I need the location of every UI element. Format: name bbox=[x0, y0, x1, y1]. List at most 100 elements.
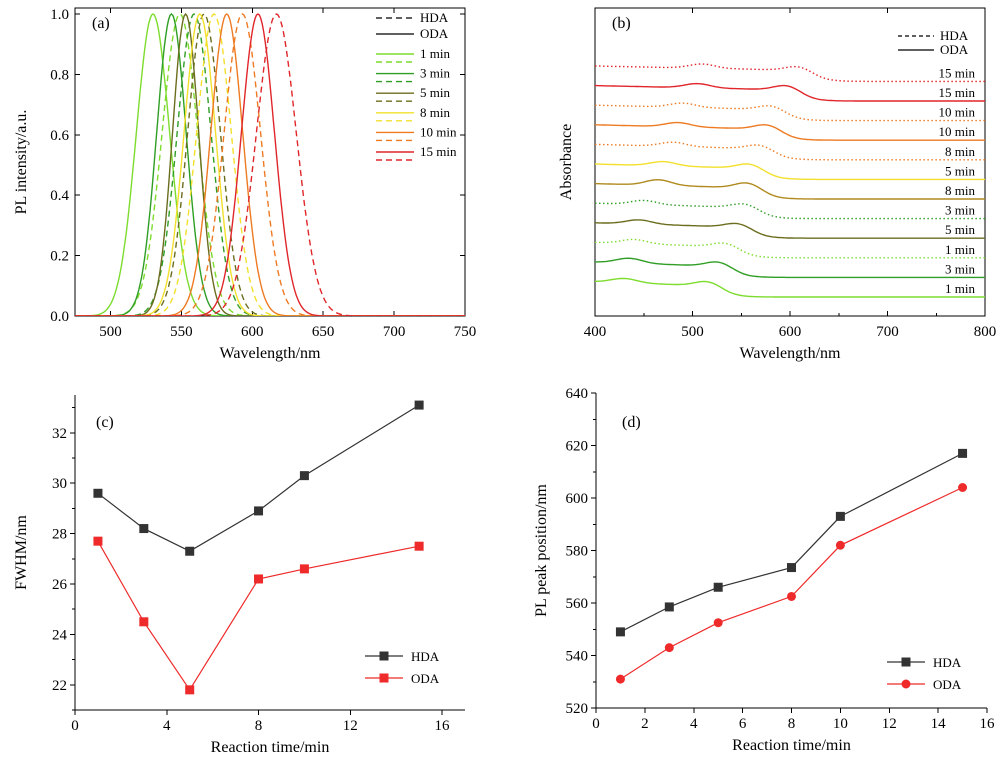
spectrum-line bbox=[594, 178, 985, 200]
x-tick-label: 550 bbox=[170, 324, 193, 340]
spectrum-label: 15 min bbox=[939, 85, 976, 100]
data-point bbox=[958, 483, 968, 492]
data-point bbox=[835, 511, 845, 521]
data-point bbox=[93, 488, 103, 498]
spectrum-line bbox=[595, 121, 985, 141]
series-line bbox=[75, 13, 465, 316]
spectrum-line bbox=[595, 82, 985, 102]
spectrum-line bbox=[595, 277, 985, 298]
spectrum-label: 3 min bbox=[945, 261, 975, 276]
legend-label: 1 min bbox=[420, 46, 450, 61]
y-tick-label: 520 bbox=[566, 701, 589, 717]
y-tick-label: 32 bbox=[52, 426, 67, 442]
legend-marker bbox=[901, 679, 911, 689]
x-tick-label: 8 bbox=[788, 716, 796, 732]
data-point bbox=[713, 618, 723, 628]
data-point bbox=[254, 574, 264, 584]
panel-label: (d) bbox=[622, 414, 641, 431]
legend-label: ODA bbox=[420, 26, 449, 41]
spectrum-label: 1 min bbox=[945, 242, 975, 257]
data-point bbox=[713, 582, 723, 592]
data-point bbox=[787, 563, 796, 573]
data-point bbox=[299, 471, 309, 481]
data-point bbox=[185, 685, 195, 695]
x-tick-label: 750 bbox=[454, 324, 477, 340]
x-axis-label: Reaction time/min bbox=[732, 737, 851, 754]
y-tick-label: 640 bbox=[566, 386, 589, 402]
data-point bbox=[414, 541, 424, 551]
data-point bbox=[664, 643, 674, 653]
x-tick-label: 16 bbox=[980, 716, 996, 732]
legend-marker bbox=[379, 651, 389, 661]
x-tick-label: 800 bbox=[974, 324, 997, 340]
spectrum-label: 10 min bbox=[939, 105, 976, 120]
y-tick-label: 600 bbox=[566, 491, 589, 507]
spectrum-label: 10 min bbox=[939, 124, 976, 139]
y-tick-label: 24 bbox=[52, 627, 68, 643]
series-line bbox=[75, 13, 465, 316]
series-line bbox=[75, 13, 465, 316]
x-tick-label: 600 bbox=[779, 324, 802, 340]
x-tick-label: 2 bbox=[641, 716, 649, 732]
y-axis-label: PL peak position/nm bbox=[533, 484, 550, 617]
legend-label: 3 min bbox=[420, 66, 450, 81]
legend-label: ODA bbox=[940, 42, 969, 57]
data-point bbox=[958, 448, 968, 458]
data-point bbox=[414, 400, 424, 410]
x-tick-label: 400 bbox=[584, 324, 607, 340]
y-tick-label: 0.8 bbox=[50, 67, 69, 83]
spectrum-line bbox=[595, 141, 985, 161]
x-tick-label: 700 bbox=[876, 324, 899, 340]
x-tick-label: 12 bbox=[343, 718, 358, 734]
spectrum-label: 1 min bbox=[945, 281, 975, 296]
spectrum-label: 15 min bbox=[939, 65, 976, 80]
series-line bbox=[75, 13, 465, 316]
x-tick-label: 600 bbox=[241, 324, 264, 340]
y-tick-label: 0.2 bbox=[50, 249, 69, 265]
legend-label: ODA bbox=[411, 671, 440, 686]
legend-label: HDA bbox=[420, 10, 449, 25]
y-tick-label: 580 bbox=[566, 544, 589, 560]
legend-label: HDA bbox=[940, 28, 969, 43]
data-point bbox=[835, 540, 845, 550]
panel-d: 0 2 4 6 8 10 12 14 16 520 540 560 580 600 620 640 Reacti… bbox=[533, 386, 995, 754]
y-tick-label: 22 bbox=[52, 678, 67, 694]
panel-label: (c) bbox=[96, 414, 114, 431]
x-tick-label: 700 bbox=[383, 324, 406, 340]
data-point bbox=[254, 506, 264, 516]
y-tick-label: 560 bbox=[566, 596, 589, 612]
spectrum-label: 5 min bbox=[945, 163, 975, 178]
panel-label: (a) bbox=[92, 15, 110, 32]
x-tick-label: 10 bbox=[833, 716, 848, 732]
y-tick-label: 1.0 bbox=[50, 7, 69, 23]
y-tick-label: 30 bbox=[52, 476, 67, 492]
legend-marker bbox=[901, 657, 911, 667]
spectrum-label: 3 min bbox=[945, 203, 975, 218]
x-tick-label: 0 bbox=[592, 716, 600, 732]
spectrum-label: 8 min bbox=[945, 183, 975, 198]
spectrum-line bbox=[595, 238, 985, 259]
spectrum-line bbox=[595, 257, 985, 279]
y-tick-label: 0.4 bbox=[50, 188, 69, 204]
data-point bbox=[185, 546, 195, 556]
spectrum-line bbox=[595, 102, 985, 122]
x-axis-label: Reaction time/min bbox=[211, 739, 330, 756]
x-tick-label: 650 bbox=[312, 324, 335, 340]
data-point bbox=[664, 602, 674, 612]
x-tick-label: 4 bbox=[163, 718, 171, 734]
y-tick-label: 0.0 bbox=[50, 309, 69, 325]
data-point bbox=[299, 564, 309, 574]
x-tick-label: 500 bbox=[681, 324, 704, 340]
x-tick-label: 500 bbox=[99, 324, 122, 340]
panel-c: 0 4 8 12 16 22 24 26 28 30 32 Reaction time/min FWHM… bbox=[13, 395, 465, 756]
spectrum-line bbox=[595, 219, 985, 239]
legend-label: 5 min bbox=[420, 85, 450, 100]
x-tick-label: 14 bbox=[931, 716, 947, 732]
y-tick-label: 28 bbox=[52, 527, 67, 543]
y-tick-label: 26 bbox=[52, 577, 68, 593]
series-line bbox=[97, 540, 420, 691]
x-tick-label: 6 bbox=[739, 716, 747, 732]
data-point bbox=[93, 536, 103, 546]
spectrum-line bbox=[594, 160, 985, 181]
